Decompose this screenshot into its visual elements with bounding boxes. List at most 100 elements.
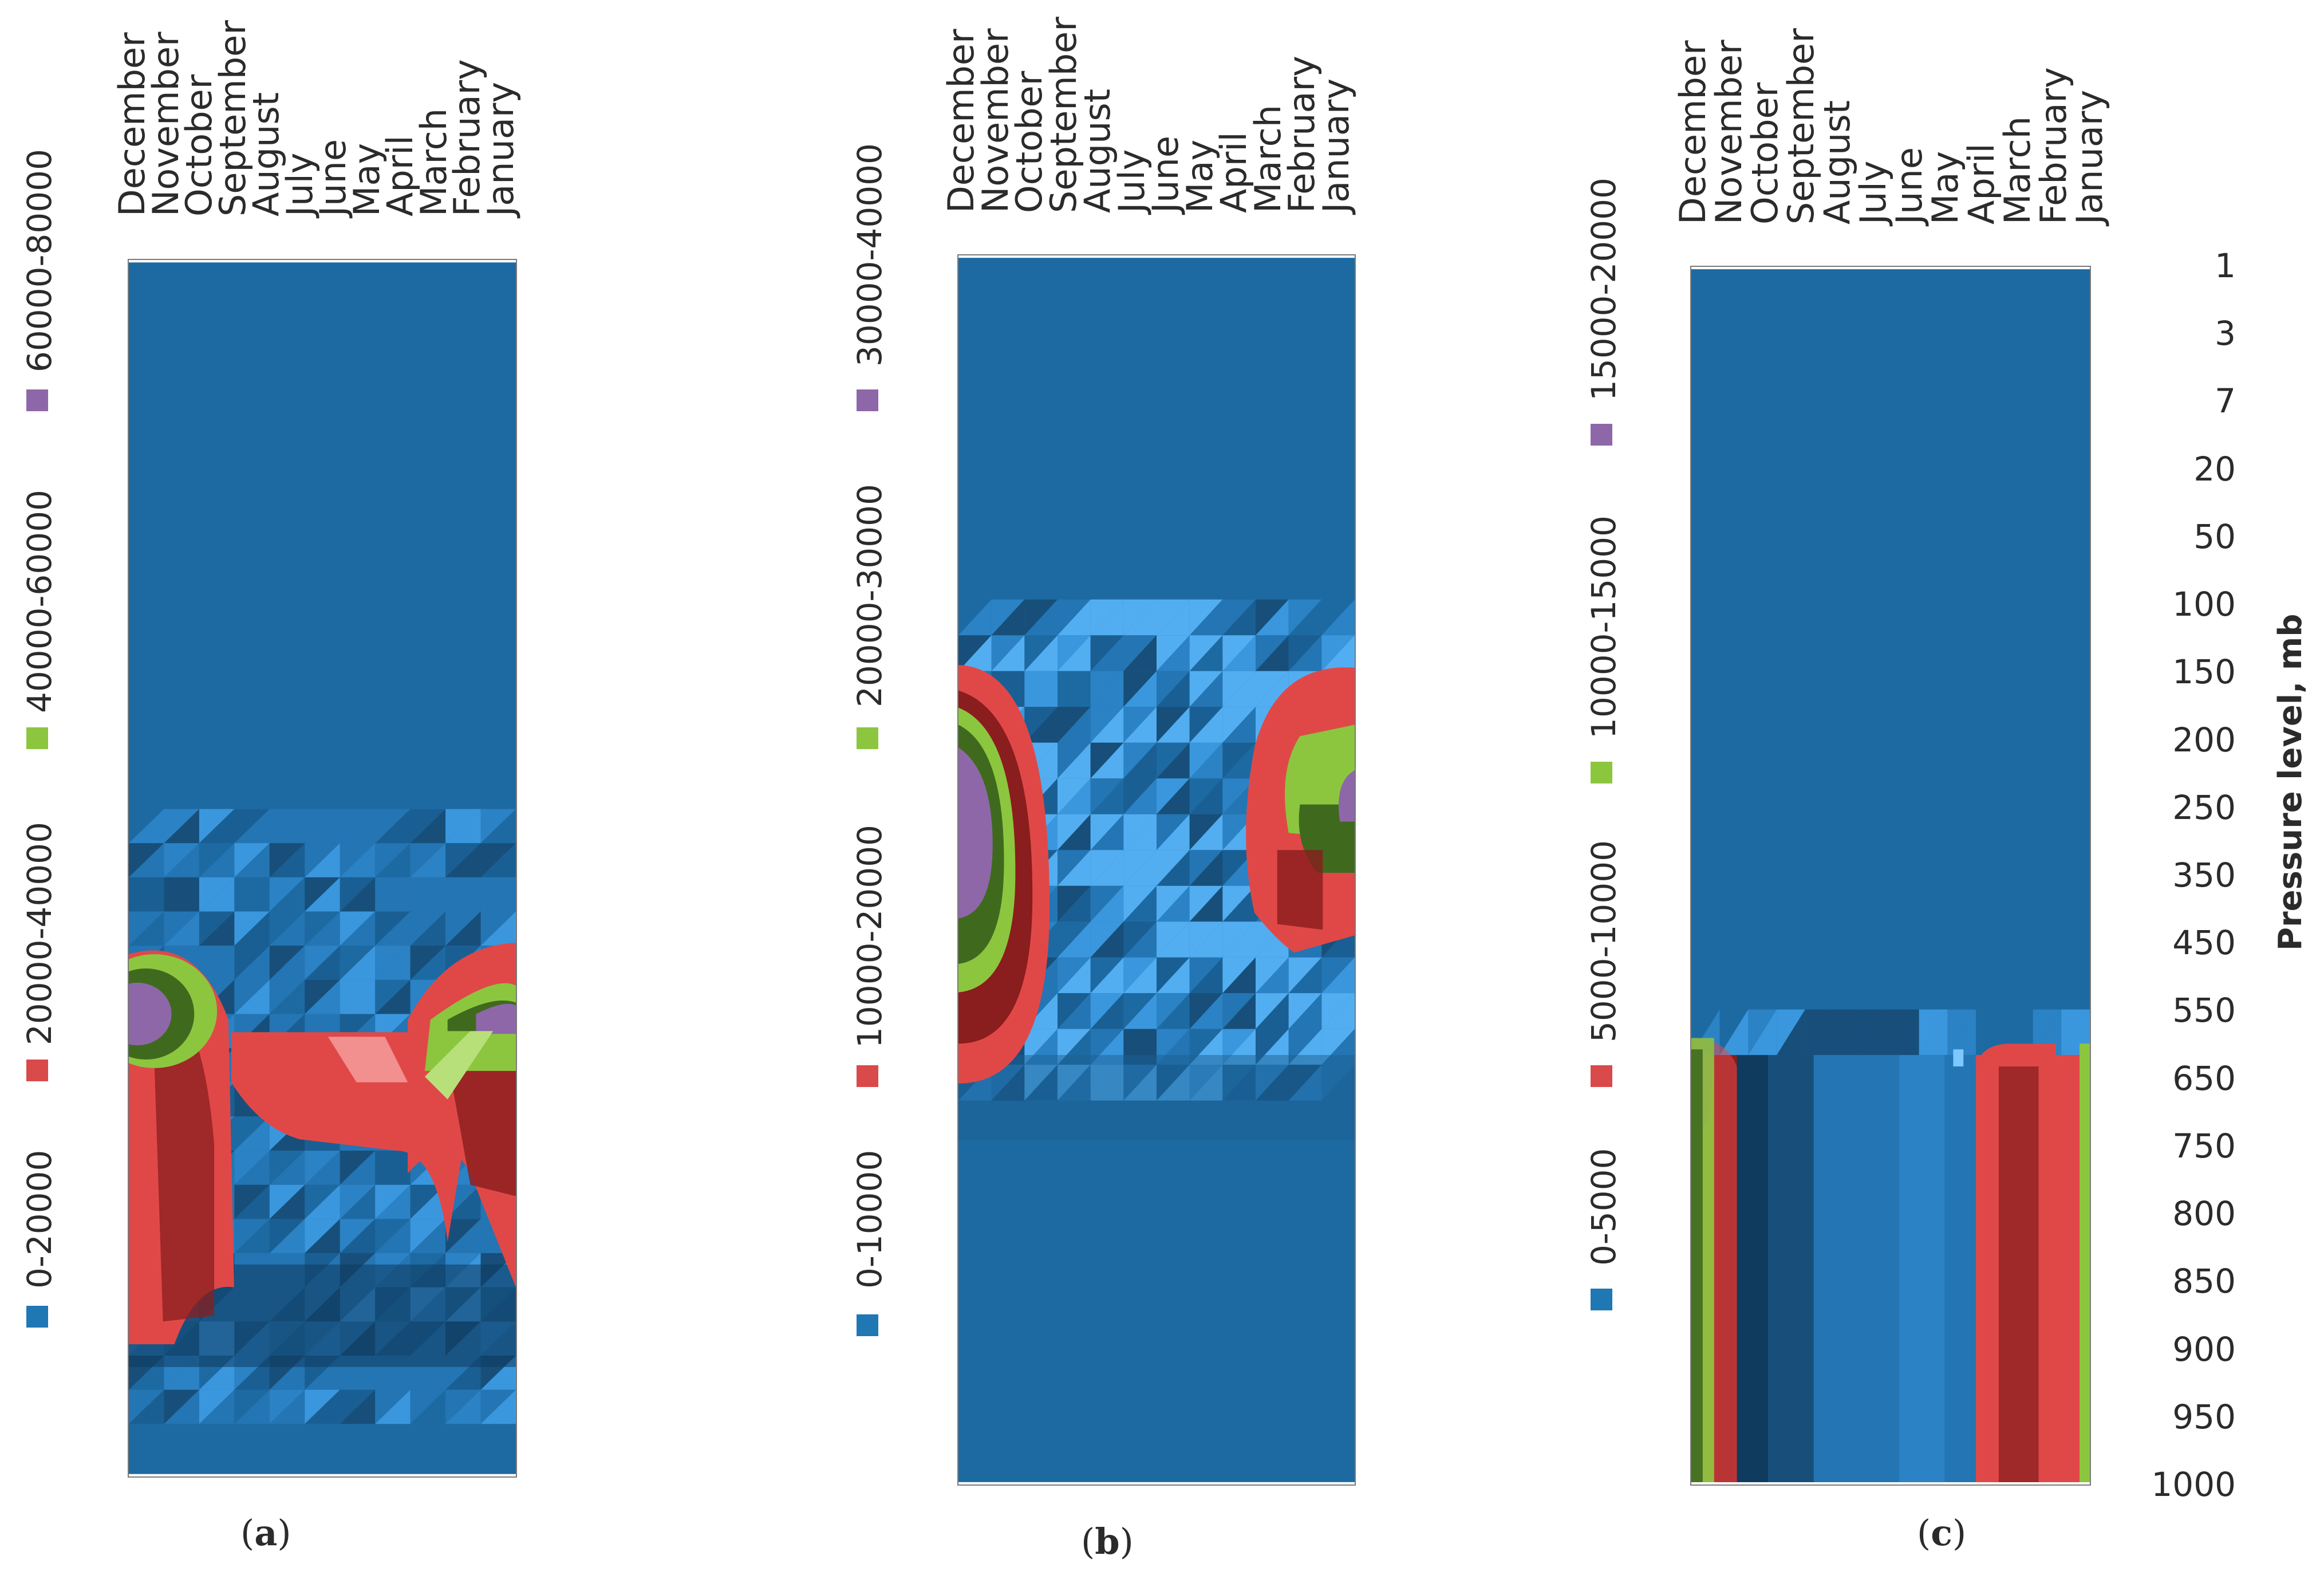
caption-c: (c) (1917, 1512, 1967, 1554)
lightgreen-streak-a (424, 1031, 494, 1100)
y-axis-label-c: Pressure level, mb (2272, 613, 2309, 951)
a-tile-392 (445, 1389, 481, 1424)
legend-swatch-b-1 (857, 1065, 878, 1087)
b-tile-5 (1024, 599, 1058, 636)
a-tile-100 (340, 946, 376, 980)
legend-label-a-3: 60000-80000 (20, 149, 59, 372)
a-tile-97 (269, 946, 305, 980)
y-tick-650: 650 (2172, 1058, 2236, 1098)
a-tile-84 (445, 911, 481, 946)
green-column-c-right (2080, 1043, 2090, 1482)
a-tile-26 (199, 843, 235, 877)
c-tile-0 (1691, 1009, 1720, 1056)
month-label-b-december: December (940, 29, 982, 213)
b-tile-34 (1123, 635, 1157, 671)
a-tile-77 (305, 911, 340, 946)
legend-swatch-a-2 (26, 727, 48, 749)
a-tile-119 (269, 979, 305, 1014)
a-tile-207 (269, 1116, 305, 1151)
month-label-b-june: June (1145, 135, 1186, 213)
a-tile-233 (340, 1151, 376, 1185)
y-tick-900: 900 (2172, 1329, 2236, 1369)
y-tick-550: 550 (2172, 991, 2236, 1030)
b-tile-111 (1189, 742, 1223, 779)
c-tile-2 (1719, 1009, 1749, 1056)
purple-core-b-left (958, 747, 993, 919)
c-tile-26 (2061, 1009, 2090, 1056)
a-tile-57 (340, 877, 376, 912)
b-tile-60 (1157, 671, 1190, 707)
c-tile-22 (2004, 1009, 2033, 1056)
a-tile-0 (129, 809, 164, 844)
b-tile-63 (1189, 671, 1223, 707)
b-tile-177 (1090, 850, 1124, 886)
legend-label-b-2: 20000-30000 (850, 484, 889, 707)
legend-label-a-1: 20000-40000 (20, 822, 59, 1045)
b-tile-179 (1123, 850, 1157, 886)
a-tile-377 (164, 1389, 199, 1424)
month-label-a-january: January (479, 81, 522, 216)
month-label-b-april: April (1213, 132, 1254, 213)
y-tick-800: 800 (2172, 1194, 2236, 1234)
legend-label-b-3: 30000-40000 (850, 143, 889, 367)
b-tile-17 (1222, 599, 1256, 636)
b-tile-152 (1090, 814, 1124, 850)
b-tile-10 (1123, 599, 1157, 636)
c-tile-14 (1891, 1009, 1919, 1056)
purple-core-b-right (1338, 770, 1355, 822)
b-tile-231 (1189, 922, 1223, 958)
a-tile-102 (375, 946, 411, 980)
b-tile-51 (991, 671, 1025, 707)
month-label-c-april: April (1960, 143, 2002, 225)
a-tile-82 (410, 911, 446, 946)
a-tile-14 (375, 809, 411, 844)
b-tile-134 (1189, 778, 1223, 814)
b-tile-62 (1189, 671, 1223, 707)
legend-label-c-2: 10000-15000 (1584, 515, 1623, 739)
caption-b: (b) (1081, 1521, 1134, 1562)
b-tile-174 (1058, 850, 1091, 886)
legend-label-c-3: 15000-20000 (1584, 178, 1623, 401)
a-tile-98 (305, 946, 340, 980)
column-band-c-3 (1768, 1055, 1814, 1482)
b-tile-104 (1090, 742, 1124, 779)
a-tile-13 (340, 809, 376, 844)
a-tile-45 (129, 877, 164, 912)
column-band-c-4 (1813, 1055, 1899, 1482)
month-label-b-february: February (1281, 56, 1323, 213)
b-tile-85 (1157, 707, 1190, 743)
a-tile-230 (305, 1151, 340, 1185)
a-tile-53 (269, 877, 305, 912)
b-tile-26 (991, 635, 1025, 671)
a-tile-65 (480, 877, 516, 912)
a-tile-39 (410, 843, 446, 877)
y-tick-950: 950 (2172, 1397, 2236, 1436)
a-tile-32 (305, 843, 340, 877)
a-tile-228 (269, 1151, 305, 1185)
c-tile-6 (1777, 1009, 1805, 1056)
a-tile-4 (199, 809, 235, 844)
b-tile-65 (1222, 671, 1256, 707)
b-tile-271 (1058, 993, 1091, 1029)
b-tile-156 (1157, 814, 1190, 850)
b-tile-88 (1222, 707, 1256, 743)
a-tile-19 (445, 809, 481, 844)
legend-swatch-b-3 (857, 389, 878, 411)
b-tile-306 (1256, 1029, 1289, 1065)
b-tile-132 (1157, 778, 1190, 814)
a-tile-66 (129, 911, 164, 946)
b-tile-58 (1123, 671, 1157, 707)
a-tile-79 (340, 911, 376, 946)
a-tile-9 (269, 809, 305, 844)
a-tile-234 (375, 1151, 411, 1185)
b-tile-198 (1058, 885, 1091, 922)
darkred-region-a-right (447, 1060, 516, 1196)
column-band-c-5 (1899, 1055, 1945, 1482)
month-label-c-october: October (1744, 82, 1786, 225)
b-tile-209 (1222, 885, 1256, 922)
b-tile-76 (1024, 707, 1058, 743)
chart-panel-a: 0-20000 20000-40000 40000-60000 60000-80… (0, 0, 573, 1587)
a-tile-28 (234, 843, 270, 877)
b-tile-232 (1222, 922, 1256, 958)
b-tile-296 (1090, 1029, 1124, 1065)
